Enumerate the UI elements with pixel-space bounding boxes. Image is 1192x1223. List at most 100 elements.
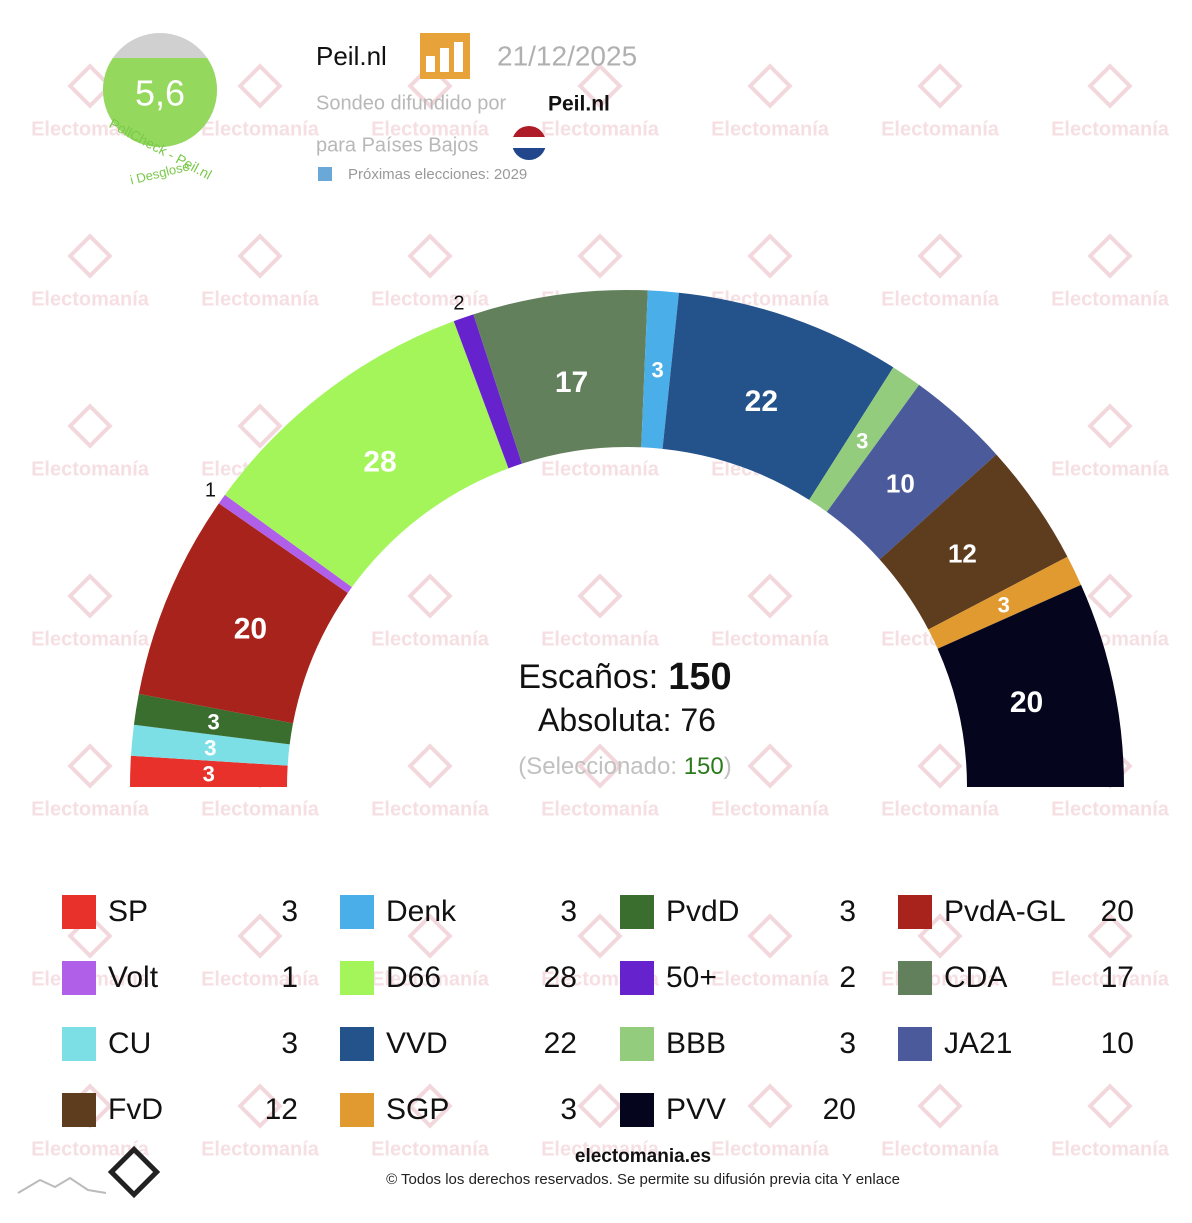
- legend-name: PvdA-GL: [944, 895, 1066, 928]
- flag: [512, 126, 546, 160]
- selected: (Seleccionado: 150): [518, 753, 731, 780]
- legend-icon: [62, 1027, 96, 1061]
- legend-icon: [340, 1093, 374, 1127]
- watermark-icon: [1087, 913, 1133, 959]
- watermark-icon: [577, 233, 623, 279]
- seat-label: 3: [204, 735, 216, 760]
- seat-segment: [138, 503, 348, 724]
- watermark-text: Electomanía: [711, 1138, 830, 1160]
- legend-icon: [898, 1027, 932, 1061]
- seat-segment: [224, 321, 509, 588]
- watermark-text: Electomanía: [1051, 288, 1170, 310]
- watermark-icon: [237, 403, 283, 449]
- seat-label: 17: [555, 366, 588, 399]
- watermark-icon: [67, 63, 113, 109]
- legend-name: D66: [386, 961, 441, 994]
- seat-label: 28: [363, 446, 396, 479]
- seat-label-outside: 2: [453, 293, 464, 315]
- watermark-icon: [67, 743, 113, 789]
- watermark-text: Electomanía: [201, 798, 320, 820]
- legend-value: 3: [281, 895, 298, 928]
- seat-segment: [937, 584, 1124, 787]
- spread-by-name: Peil.nl: [548, 93, 610, 116]
- seat-segment: [130, 755, 288, 787]
- watermark-text: Electomanía: [201, 118, 320, 140]
- legend: SP 3 Volt 1 CU 3 FvD 12 Denk 3 D66 28 VVD 22 SGP 3 PvdD 3…: [62, 895, 1134, 1127]
- watermark-text: Electomanía: [371, 288, 490, 310]
- watermark-text: Electomanía: [881, 118, 1000, 140]
- watermark-icon: [747, 63, 793, 109]
- legend-icon: [62, 961, 96, 995]
- watermark-icon: [237, 913, 283, 959]
- seat-segment: [826, 384, 997, 560]
- seat-label-outside: 1: [205, 479, 216, 501]
- watermark-icon: [237, 63, 283, 109]
- watermark-icon: [67, 573, 113, 619]
- watermark-text: Electomanía: [711, 968, 830, 990]
- watermark-icon: [577, 743, 623, 789]
- watermark-icon: [407, 573, 453, 619]
- watermark-icon: [67, 403, 113, 449]
- logo-line: [17, 1176, 107, 1194]
- breakdown[interactable]: i Desglose: [128, 158, 191, 187]
- watermark-icon: [237, 233, 283, 279]
- watermark-icon: [407, 1083, 453, 1129]
- date: 21/12/2025: [497, 40, 637, 71]
- watermark-icon: [407, 743, 453, 789]
- score-badge: 5,6 PollCheck - Peil.nl i Desglose: [103, 33, 217, 188]
- watermark-icon: [917, 743, 963, 789]
- legend-name: 50+: [666, 961, 717, 994]
- majority: Absoluta: 76: [538, 702, 716, 738]
- legend-name: Denk: [386, 895, 457, 928]
- legend-icon: [620, 1093, 654, 1127]
- legend-name: VVD: [386, 1027, 448, 1060]
- legend-icon: [62, 895, 96, 929]
- watermark-text: Electomanía: [371, 118, 490, 140]
- watermark-icon: [917, 233, 963, 279]
- legend-value: 20: [1101, 895, 1134, 928]
- watermark-text: Electomanía: [371, 798, 490, 820]
- watermark-icon: [747, 233, 793, 279]
- watermark-text: Electomanía: [1051, 968, 1170, 990]
- watermark-text: Electomanía: [881, 798, 1000, 820]
- country: para Países Bajos: [316, 134, 478, 156]
- legend-value: 28: [544, 961, 577, 994]
- legend-name: SP: [108, 895, 148, 928]
- watermark-icon: [1087, 403, 1133, 449]
- majority-value: 76: [680, 702, 716, 738]
- legend-name: JA21: [944, 1027, 1012, 1060]
- legend-value: 12: [265, 1093, 298, 1126]
- watermark-text: Electomanía: [541, 118, 660, 140]
- watermark-text: Electomanía: [711, 798, 830, 820]
- watermark-text: Electomanía: [371, 968, 490, 990]
- watermark-icon: [1087, 1083, 1133, 1129]
- watermark-text: Electomanía: [31, 288, 150, 310]
- watermark-icon: [407, 913, 453, 959]
- score: 5,6: [135, 73, 185, 114]
- seat-label: 22: [745, 385, 778, 418]
- seat-segment: [928, 556, 1082, 649]
- seat-segment: [879, 454, 1068, 630]
- legend-value: 2: [839, 961, 856, 994]
- watermark-icon: [407, 233, 453, 279]
- watermark-text: Electomanía: [201, 288, 320, 310]
- next-elections: Próximas elecciones: 2029: [348, 166, 527, 183]
- selected-value: 150: [684, 753, 724, 780]
- watermark-text: Electomanía: [881, 1138, 1000, 1160]
- site: electomania.es: [575, 1146, 711, 1167]
- watermark-icon: [747, 913, 793, 959]
- seats-label: Escaños:: [518, 658, 658, 696]
- watermark-text: Electomanía: [1051, 798, 1170, 820]
- watermark-text: Electomanía: [711, 118, 830, 140]
- seat-label: 12: [948, 539, 977, 569]
- seat-label: 20: [234, 613, 267, 646]
- watermark-icon: [917, 63, 963, 109]
- legend-value: 3: [560, 1093, 577, 1126]
- seat-segment: [473, 289, 648, 464]
- legend-value: 3: [281, 1027, 298, 1060]
- legend-value: 17: [1101, 961, 1134, 994]
- seat-segment: [130, 724, 290, 766]
- seat-label: 10: [886, 468, 915, 498]
- legend-icon: [620, 895, 654, 929]
